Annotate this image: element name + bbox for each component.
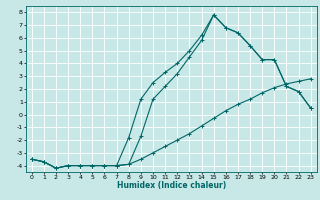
X-axis label: Humidex (Indice chaleur): Humidex (Indice chaleur) xyxy=(116,181,226,190)
